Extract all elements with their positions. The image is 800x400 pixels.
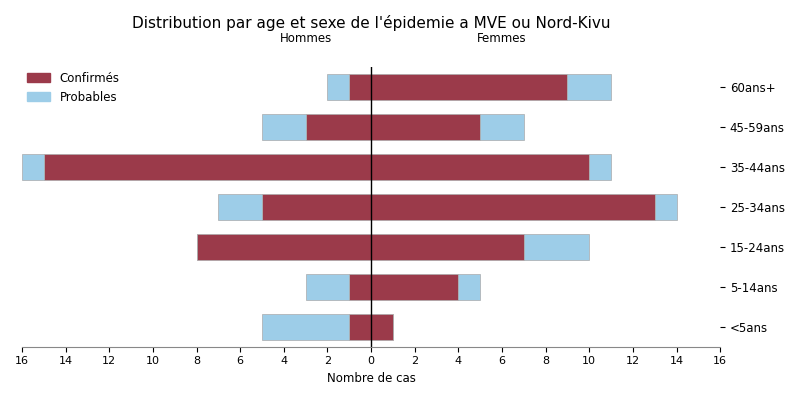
Bar xyxy=(480,114,524,140)
Bar xyxy=(218,194,262,220)
Bar xyxy=(262,194,371,220)
Bar xyxy=(524,234,590,260)
Bar xyxy=(371,234,524,260)
Bar xyxy=(44,154,371,180)
Bar xyxy=(327,74,350,100)
Bar xyxy=(654,194,677,220)
Bar xyxy=(350,274,371,300)
Bar xyxy=(371,74,567,100)
X-axis label: Nombre de cas: Nombre de cas xyxy=(326,372,415,385)
Legend: Confirmés, Probables: Confirmés, Probables xyxy=(22,67,125,108)
Bar xyxy=(371,154,590,180)
Bar xyxy=(371,314,393,340)
Bar xyxy=(371,274,458,300)
Title: Distribution par age et sexe de l'épidemie a MVE ou Nord-Kivu: Distribution par age et sexe de l'épidem… xyxy=(132,15,610,31)
Bar xyxy=(197,234,371,260)
Bar xyxy=(306,114,371,140)
Bar xyxy=(567,74,611,100)
Bar xyxy=(350,314,371,340)
Bar xyxy=(22,154,44,180)
Bar xyxy=(590,154,611,180)
Text: Femmes: Femmes xyxy=(477,32,526,45)
Text: Hommes: Hommes xyxy=(279,32,332,45)
Bar xyxy=(306,274,350,300)
Bar xyxy=(262,114,306,140)
Bar xyxy=(371,114,480,140)
Bar xyxy=(458,274,480,300)
Bar xyxy=(350,74,371,100)
Bar xyxy=(262,314,350,340)
Bar xyxy=(371,194,654,220)
